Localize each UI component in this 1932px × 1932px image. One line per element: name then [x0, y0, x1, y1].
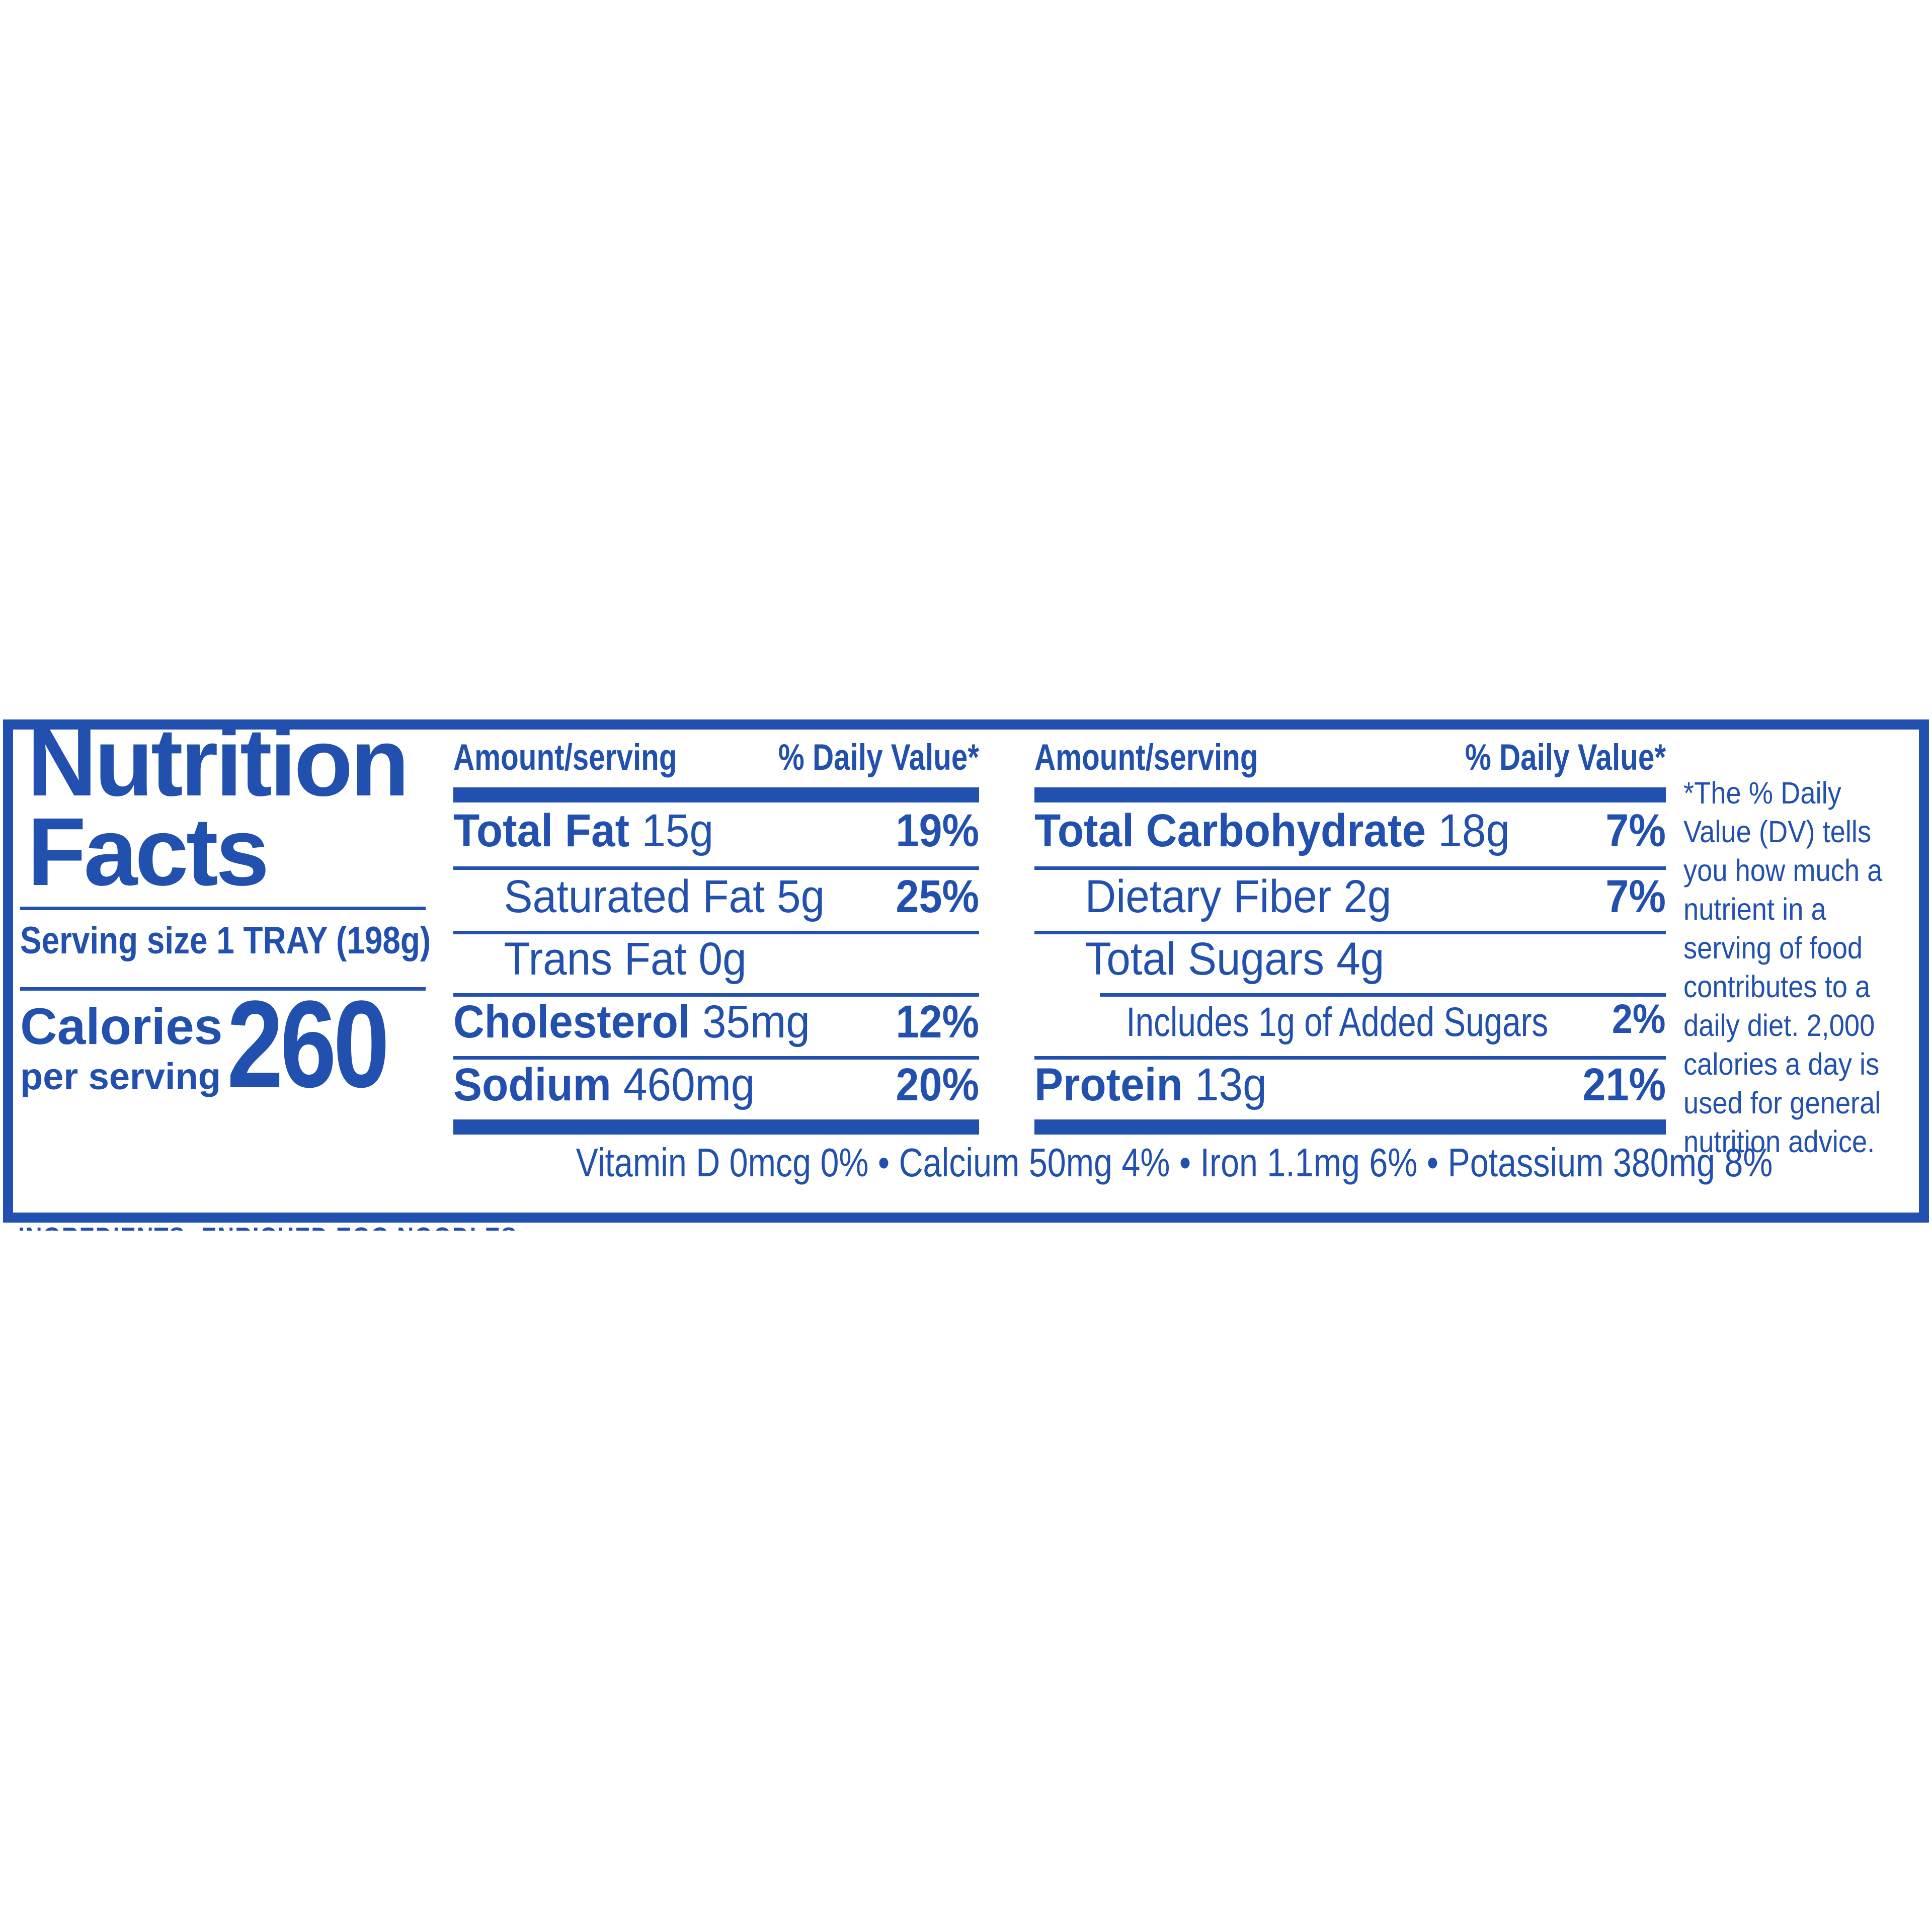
nutrient-name: Saturated Fat — [504, 871, 765, 922]
divider — [453, 993, 979, 997]
calories-value: 260 — [227, 975, 389, 1113]
nutrient-amount: 4g — [1336, 933, 1385, 985]
divider — [453, 931, 979, 934]
table-row: Total Sugars 4g — [1034, 936, 1666, 986]
nutrient-column-2: Amount/serving % Daily Value* Total Carb… — [1034, 730, 1666, 1213]
nutrient-column-1: Amount/serving % Daily Value* Total Fat 1… — [453, 730, 979, 1213]
nutrient-name: Includes 1g of Added Sugars — [1126, 999, 1549, 1045]
table-row: Sodium 460mg 20% — [453, 1062, 979, 1112]
column1-header-amount: Amount/serving — [453, 737, 677, 778]
nutrient-name: Protein — [1034, 1059, 1183, 1110]
nutrition-facts-label: Nutrition Facts Serving size 1 TRAY (198g… — [3, 714, 1929, 1223]
divider — [1100, 993, 1666, 997]
divider — [453, 866, 979, 870]
nutrient-name: Cholesterol — [453, 996, 690, 1048]
nutrient-dv: 19% — [896, 805, 979, 856]
label-title-line1: Nutrition — [27, 708, 410, 816]
nutrient-dv: 7% — [1605, 871, 1666, 922]
serving-size-text: Serving size 1 TRAY (198g) — [20, 919, 431, 962]
thick-bar — [453, 1119, 979, 1135]
table-row: Saturated Fat 5g 25% — [453, 873, 979, 924]
nutrient-dv: 21% — [1582, 1059, 1666, 1110]
footnote-line: used for general — [1683, 1086, 1881, 1120]
footnote-line: nutrient in a — [1683, 892, 1826, 926]
table-row: Trans Fat 0g — [453, 936, 979, 986]
footnote-line: daily diet. 2,000 — [1683, 1008, 1875, 1042]
table-row: Cholesterol 35mg 12% — [453, 999, 979, 1049]
nutrient-amount: 0g — [698, 933, 747, 985]
nutrient-name: Sodium — [453, 1059, 611, 1110]
divider — [453, 1056, 979, 1060]
footnote-line: serving of food — [1683, 931, 1863, 965]
divider — [20, 907, 426, 910]
thick-bar — [453, 787, 979, 802]
nutrient-dv: 2% — [1612, 996, 1666, 1042]
column1-header-dv: % Daily Value* — [778, 737, 979, 778]
divider — [1034, 931, 1666, 934]
clipped-ingredients-fragment: INGREDIENTS: ENRICHED EGG NOODLES — [18, 1224, 517, 1231]
nutrient-name: Trans Fat — [504, 933, 687, 985]
daily-value-footnote: *The % Daily Value (DV) tells you how mu… — [1683, 774, 1907, 1161]
nutrient-dv: 7% — [1605, 805, 1666, 856]
divider — [1034, 1056, 1666, 1060]
divider — [1034, 866, 1666, 870]
nutrient-dv: 25% — [896, 871, 979, 922]
nutrient-amount: 460mg — [623, 1059, 755, 1110]
thick-bar — [1034, 787, 1666, 802]
nutrient-amount: 2g — [1343, 871, 1392, 922]
footnote-line: contributes to a — [1683, 970, 1871, 1004]
column2-header-amount: Amount/serving — [1034, 737, 1258, 778]
nutrient-name: Total Fat — [453, 805, 630, 856]
label-title: Nutrition Facts — [27, 714, 410, 900]
thick-bar — [1034, 1119, 1666, 1135]
clipped-ingredients-text: INGREDIENTS: ENRICHED EGG NOODLES — [18, 1224, 672, 1231]
micronutrient-text: Vitamin D 0mcg 0% • Calcium 50mg 4% • Ir… — [576, 1140, 1773, 1185]
table-row: Total Carbohydrate 18g 7% — [1034, 808, 1666, 858]
column2-header-dv: % Daily Value* — [1465, 737, 1666, 778]
footnote-line: Value (DV) tells — [1683, 815, 1872, 849]
footnote-line: calories a day is — [1683, 1047, 1880, 1081]
nutrient-name: Dietary Fiber — [1085, 871, 1332, 922]
table-row: Dietary Fiber 2g 7% — [1034, 873, 1666, 924]
table-row: Protein 13g 21% — [1034, 1062, 1666, 1112]
divider — [20, 987, 426, 991]
nutrient-name: Total Carbohydrate — [1034, 805, 1426, 856]
nutrient-amount: 18g — [1438, 805, 1510, 856]
micronutrient-line: Vitamin D 0mcg 0% • Calcium 50mg 4% • Ir… — [453, 1143, 1773, 1183]
footnote-line: nutrition advice. — [1683, 1124, 1875, 1159]
nutrient-amount: 13g — [1194, 1059, 1267, 1110]
calories-word: Calories — [20, 998, 223, 1055]
label-title-line2: Facts — [27, 797, 270, 906]
nutrient-amount: 35mg — [702, 996, 810, 1048]
table-row: Total Fat 15g 19% — [453, 808, 979, 858]
nutrient-dv: 12% — [896, 996, 979, 1048]
calories-subtext: per serving — [20, 1056, 221, 1097]
table-row: Includes 1g of Added Sugars 2% — [1034, 999, 1666, 1052]
nutrient-amount: 15g — [641, 805, 714, 856]
nutrient-amount: 5g — [777, 871, 825, 922]
footnote-line: you how much a — [1683, 853, 1883, 888]
footnote-line: *The % Daily — [1683, 776, 1841, 810]
nutrient-dv: 20% — [896, 1059, 979, 1110]
nutrient-name: Total Sugars — [1085, 933, 1325, 985]
